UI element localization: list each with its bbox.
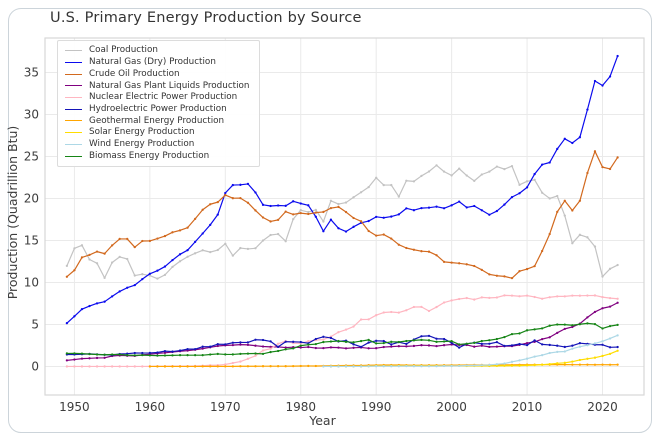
legend-swatch-geothermal	[65, 120, 82, 122]
x-tick-label: 2010	[512, 400, 543, 414]
y-tick-label: 20	[24, 192, 39, 206]
series-line-natural-gas-dry	[66, 55, 619, 324]
legend-swatch-coal	[65, 50, 82, 52]
legend-swatch-solar	[65, 132, 82, 134]
legend-item-natural-gas-plant-liquids: Natural Gas Plant Liquids Production	[65, 80, 250, 92]
legend-label: Biomass Energy Production	[89, 150, 210, 161]
x-tick-label: 1960	[135, 400, 166, 414]
legend-swatch-nuclear	[65, 97, 82, 99]
legend-label: Coal Production	[89, 45, 158, 56]
x-tick-label: 2020	[587, 400, 618, 414]
legend-swatch-natural-gas-plant-liquids	[65, 85, 82, 87]
legend-item-solar: Solar Energy Production	[65, 127, 250, 139]
legend-item-coal: Coal Production	[65, 45, 250, 57]
legend-label: Natural Gas (Dry) Production	[89, 57, 216, 68]
legend-swatch-natural-gas-dry	[65, 62, 82, 64]
series-line-biomass	[66, 322, 618, 357]
legend-item-nuclear: Nuclear Electric Power Production	[65, 92, 250, 104]
legend-item-wind: Wind Energy Production	[65, 139, 250, 151]
series-crude-oil	[65, 150, 619, 280]
legend-label: Wind Energy Production	[89, 138, 195, 149]
legend-label: Hydroelectric Power Production	[89, 103, 227, 114]
chart-title: U.S. Primary Energy Production by Source	[50, 10, 362, 26]
series-line-natural-gas-plant-liquids	[66, 302, 618, 361]
legend-swatch-wind	[65, 143, 82, 145]
x-tick-label: 1970	[210, 400, 241, 414]
legend-item-natural-gas-dry: Natural Gas (Dry) Production	[65, 57, 250, 69]
series-natural-gas-dry	[65, 54, 619, 325]
legend-item-geothermal: Geothermal Energy Production	[65, 115, 250, 127]
series-line-wind	[323, 334, 618, 368]
legend-label: Solar Energy Production	[89, 127, 195, 138]
legend-label: Nuclear Electric Power Production	[89, 92, 238, 103]
series-coal	[65, 164, 619, 280]
x-axis-label: Year	[308, 413, 336, 428]
legend-label: Natural Gas Plant Liquids Production	[89, 80, 250, 91]
series-line-crude-oil	[66, 150, 619, 279]
y-tick-label: 30	[24, 108, 39, 122]
legend-label: Crude Oil Production	[89, 68, 180, 79]
x-tick-label: 1950	[59, 400, 90, 414]
legend-swatch-crude-oil	[65, 73, 82, 75]
x-tick-label: 2000	[436, 400, 467, 414]
y-tick-label: 15	[24, 234, 39, 248]
chart-legend: Coal Production Natural Gas (Dry) Product…	[57, 40, 260, 167]
legend-item-crude-oil: Crude Oil Production	[65, 68, 250, 80]
y-tick-label: 0	[31, 360, 39, 374]
legend-swatch-hydroelectric	[65, 108, 82, 110]
legend-item-hydroelectric: Hydroelectric Power Production	[65, 103, 250, 115]
legend-label: Geothermal Energy Production	[89, 115, 225, 126]
y-axis-label: Production (Quadrillion Btu)	[5, 126, 20, 300]
legend-swatch-biomass	[65, 155, 82, 157]
y-tick-label: 25	[24, 150, 39, 164]
series-wind	[322, 334, 619, 368]
legend-item-biomass: Biomass Energy Production	[65, 150, 250, 162]
y-tick-label: 10	[24, 276, 39, 290]
plot-spines	[44, 37, 645, 396]
series-biomass	[65, 322, 619, 357]
x-tick-label: 1980	[285, 400, 316, 414]
series-line-coal	[66, 164, 618, 280]
y-tick-label: 35	[24, 66, 39, 80]
y-tick-label: 5	[31, 318, 39, 332]
x-tick-label: 1990	[361, 400, 392, 414]
